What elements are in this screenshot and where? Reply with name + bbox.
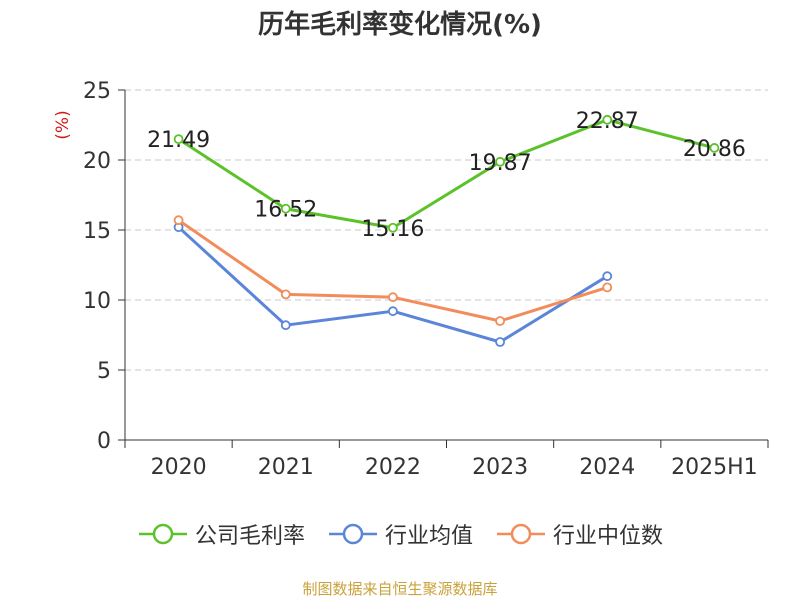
data-label: 20.86 (683, 137, 746, 162)
legend: 公司毛利率 行业均值 行业中位数 (0, 518, 800, 550)
x-tick-label: 2022 (365, 455, 421, 480)
data-label: 15.16 (361, 217, 424, 242)
data-point (495, 316, 505, 326)
y-tick-label: 0 (97, 429, 111, 454)
data-labels: 21.49 16.52 15.16 19.87 22.87 20.86 (147, 109, 746, 242)
data-point (388, 222, 398, 233)
data-label: 16.52 (254, 198, 317, 223)
y-tick-label: 5 (97, 359, 111, 384)
chart-title: 历年毛利率变化情况(%) (258, 10, 542, 40)
y-tick-label: 10 (83, 289, 111, 314)
data-point (495, 156, 505, 167)
x-tick-label: 2021 (258, 455, 314, 480)
data-point (280, 203, 291, 214)
series-line (177, 118, 715, 230)
x-tick-label: 2024 (579, 455, 635, 480)
data-label: 19.87 (469, 151, 532, 176)
data-label: 22.87 (576, 109, 639, 134)
legend-label: 行业中位数 (553, 524, 664, 549)
legend-item: 公司毛利率 (137, 518, 305, 550)
data-point (602, 114, 613, 125)
data-point (495, 337, 505, 347)
line-chart: 0 5 10 15 20 25 2020 2021 2022 2023 2024 2025H1 21.… (53, 79, 769, 480)
data-point (280, 289, 291, 300)
series-layer (173, 114, 720, 347)
data-point (280, 320, 291, 331)
data-point (602, 282, 613, 293)
y-tick-label: 25 (83, 79, 111, 104)
data-point (388, 292, 398, 303)
legend-item: 行业中位数 (495, 518, 663, 550)
series-line (177, 226, 609, 344)
legend-item: 行业均值 (327, 518, 473, 550)
source-note: 制图数据来自恒生聚源数据库 (302, 580, 498, 598)
data-point (173, 134, 184, 145)
y-tick-label: 15 (83, 219, 111, 244)
data-point (173, 215, 184, 226)
data-point (709, 143, 720, 153)
y-axis-label: (%) (53, 110, 73, 139)
data-point (602, 271, 613, 282)
data-point (388, 306, 398, 317)
grid-lines (125, 89, 768, 371)
x-tick-label: 2023 (472, 455, 528, 480)
legend-marker-icon (497, 523, 545, 545)
axes (118, 89, 769, 448)
x-tick-label: 2025H1 (671, 455, 758, 480)
legend-label: 行业均值 (384, 524, 473, 549)
legend-marker-icon (138, 523, 187, 545)
legend-marker-icon (328, 523, 377, 545)
x-tick-label: 2020 (151, 455, 207, 480)
tick-labels: 0 5 10 15 20 25 2020 2021 2022 2023 2024 2025H1 (83, 79, 758, 480)
data-label: 21.49 (147, 128, 210, 153)
legend-label: 公司毛利率 (194, 524, 305, 549)
y-tick-label: 20 (83, 149, 111, 174)
